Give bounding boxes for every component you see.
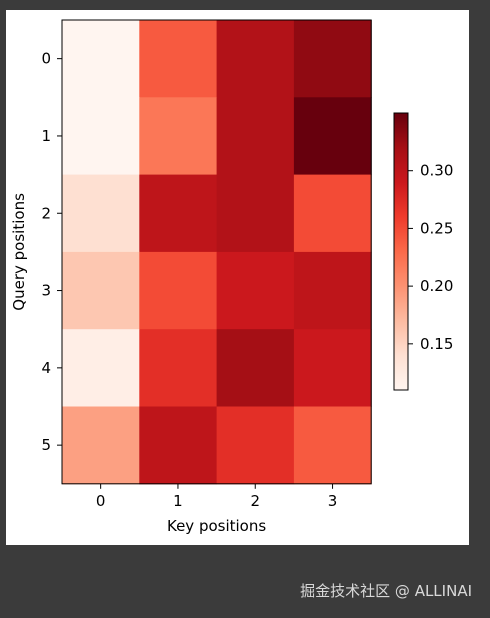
heatmap-cell-r0-c1: [139, 20, 218, 98]
y-tick-label-3: 3: [41, 282, 51, 300]
x-tick-label-1: 1: [173, 492, 183, 510]
heatmap-cell-r4-c0: [62, 329, 140, 407]
heatmap-cell-r5-c0: [62, 406, 140, 485]
heatmap-cell-r2-c0: [62, 174, 140, 253]
colorbar: [393, 112, 409, 391]
colorbar-tick-label-2: 0.25: [420, 219, 453, 237]
heatmap-cell-r2-c2: [216, 174, 295, 253]
y-tick-label-0: 0: [41, 50, 51, 68]
heatmap-cell-r1-c0: [62, 97, 140, 176]
heatmap-cell-r0-c3: [293, 20, 372, 98]
x-tick-label-0: 0: [96, 492, 106, 510]
y-tick-label-1: 1: [41, 127, 51, 145]
heatmap-cell-r3-c3: [293, 251, 372, 330]
colorbar-tick-label-0: 0.15: [420, 335, 453, 353]
heatmap-cell-r2-c3: [293, 174, 372, 253]
x-axis-label: Key positions: [167, 517, 266, 535]
y-tick-label-4: 4: [41, 359, 51, 377]
y-axis-label: Query positions: [10, 193, 28, 311]
heatmap-cell-r4-c2: [216, 329, 295, 407]
heatmap-cell-r5-c1: [139, 406, 218, 485]
heatmap-cell-r5-c3: [293, 406, 372, 485]
heatmap-cell-r5-c2: [216, 406, 295, 485]
x-tick-label-2: 2: [250, 492, 260, 510]
colorbar-tick-label-3: 0.30: [420, 162, 453, 180]
heatmap-cell-r0-c2: [216, 20, 295, 98]
figure-canvas: 0 1 2 3 0 1 2 3 4 5 Key positions Query positions 0.…: [6, 10, 469, 545]
heatmap-cell-r3-c1: [139, 251, 218, 330]
heatmap-cell-r4-c3: [293, 329, 372, 407]
heatmap-cell-r3-c0: [62, 251, 140, 330]
heatmap-cell-r2-c1: [139, 174, 218, 253]
heatmap-cell-r3-c2: [216, 251, 295, 330]
y-tick-label-2: 2: [41, 204, 51, 222]
colorbar-tick-label-1: 0.20: [420, 277, 453, 295]
heatmap-cell-r1-c2: [216, 97, 295, 176]
y-tick-label-5: 5: [41, 436, 51, 454]
watermark: 掘金技术社区 @ ALLINAI: [300, 582, 472, 600]
heatmap-cell-r0-c0: [62, 20, 140, 98]
heatmap-chart: 0 1 2 3 0 1 2 3 4 5 Key positions Query positions 0.…: [10, 19, 453, 535]
heatmap-cell-r4-c1: [139, 329, 218, 407]
plot-frame: [61, 19, 372, 485]
heatmap-cell-r1-c3: [293, 97, 372, 176]
x-tick-label-3: 3: [328, 492, 338, 510]
heatmap-cell-r1-c1: [139, 97, 218, 176]
